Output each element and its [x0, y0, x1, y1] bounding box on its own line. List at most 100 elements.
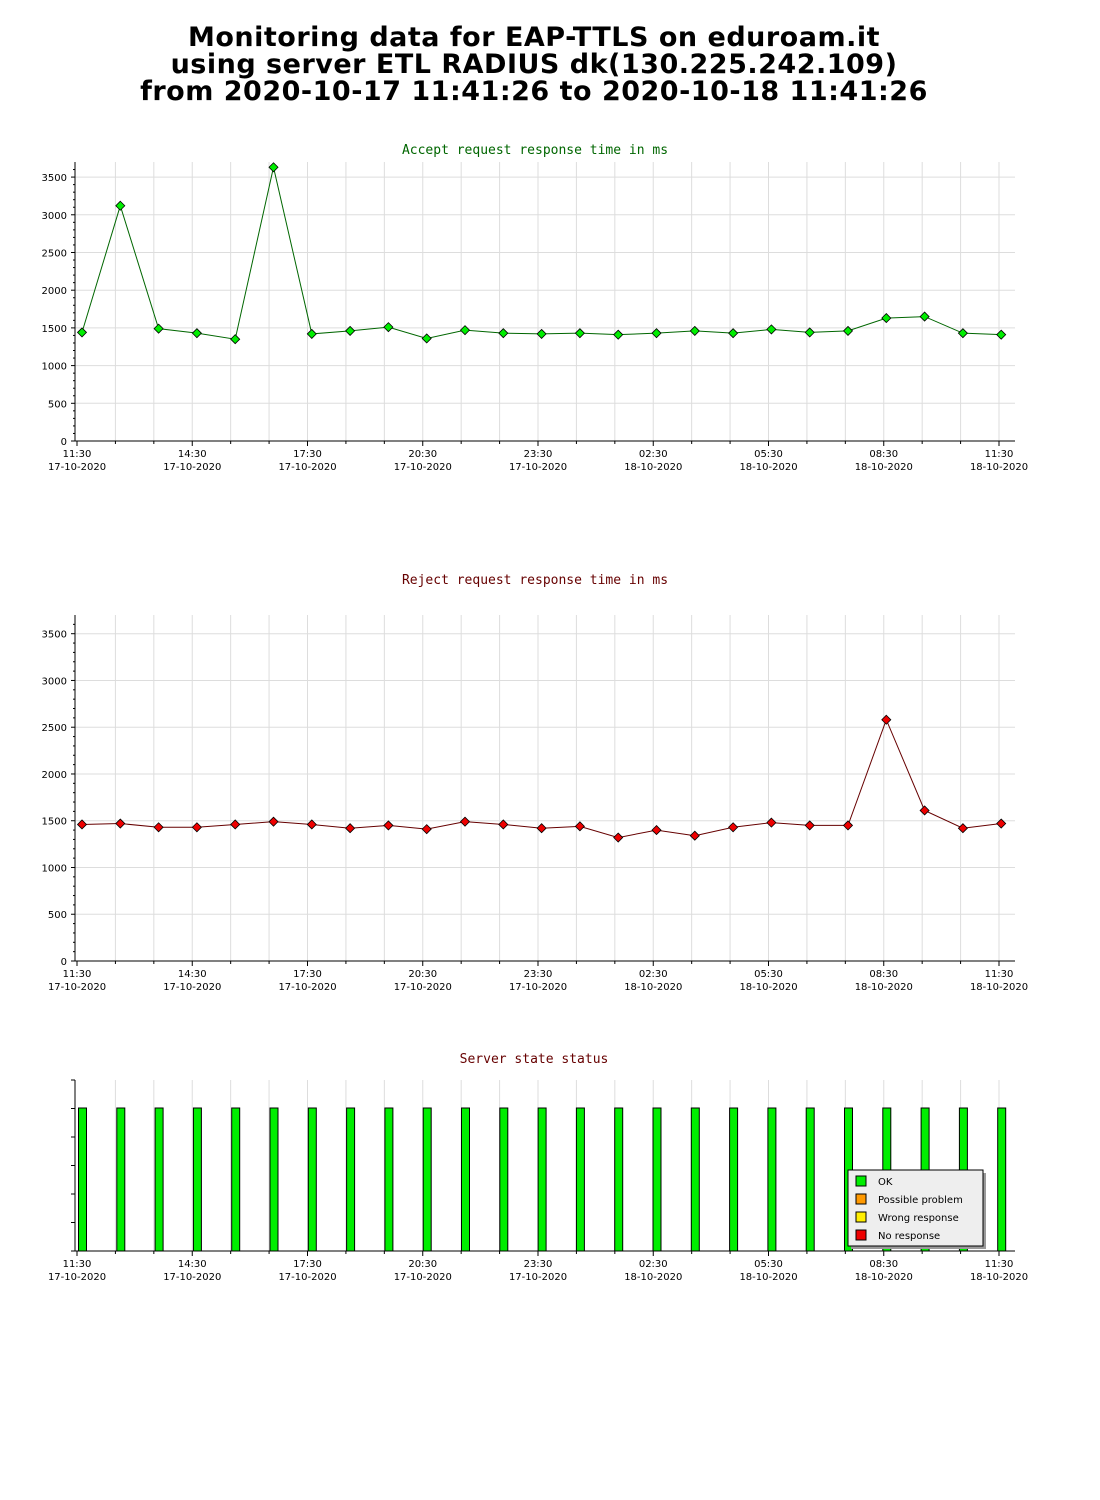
status-bar: [192, 1107, 202, 1252]
data-point: [957, 328, 968, 339]
data-point: [689, 325, 700, 336]
data-point: [268, 816, 279, 827]
y-tick-label: 1000: [42, 863, 67, 874]
data-point: [881, 714, 892, 725]
data-point: [651, 328, 662, 339]
reject-response-chart: Reject request response time in ms 0 500 10…: [42, 573, 1029, 993]
status-bar: [78, 1107, 87, 1252]
y-tick-label: 2000: [42, 770, 67, 781]
x-tick-label-time: 05:30: [754, 969, 783, 980]
data-point: [306, 819, 317, 830]
y-tick-label: 500: [48, 399, 67, 410]
data-point: [996, 818, 1007, 829]
status-bar: [729, 1107, 739, 1252]
data-point: [345, 325, 356, 336]
x-tick-label-time: 11:30: [985, 969, 1014, 980]
x-tick-label-time: 14:30: [178, 969, 207, 980]
x-tick-label-date: 18-10-2020: [739, 982, 797, 993]
legend-swatch: [855, 1175, 867, 1187]
data-point: [651, 825, 662, 836]
x-tick-label-date: 17-10-2020: [163, 982, 221, 993]
data-point: [498, 328, 509, 339]
y-tick-label: 2500: [42, 723, 67, 734]
x-tick-label-time: 11:30: [985, 449, 1014, 460]
title-line-2: using server ETL RADIUS dk(130.225.242.1…: [170, 49, 898, 80]
x-tick-label-date: 18-10-2020: [739, 462, 797, 473]
y-tick-label: 1500: [42, 324, 67, 335]
x-tick-label-date: 17-10-2020: [278, 1272, 336, 1283]
status-bar: [537, 1107, 547, 1252]
data-point: [613, 832, 624, 843]
x-tick-label-date: 17-10-2020: [48, 982, 106, 993]
data-point: [919, 311, 930, 322]
legend-label: Wrong response: [878, 1213, 959, 1224]
x-tick-label-date: 18-10-2020: [739, 1272, 797, 1283]
x-tick-label-time: 11:30: [985, 1259, 1014, 1270]
x-tick-label-time: 23:30: [524, 449, 553, 460]
x-tick-label-time: 14:30: [178, 449, 207, 460]
data-point: [191, 822, 202, 833]
x-tick-label-date: 18-10-2020: [855, 462, 913, 473]
server-status-chart: Server state status 11:30 17-10-2020 14:30 1…: [48, 1052, 1028, 1283]
x-tick-label-date: 17-10-2020: [509, 462, 567, 473]
x-tick-label-date: 18-10-2020: [970, 982, 1028, 993]
status-bar: [652, 1107, 662, 1252]
chart-title: Reject request response time in ms: [402, 573, 668, 588]
data-point: [613, 329, 624, 340]
x-tick-label-time: 23:30: [524, 1259, 553, 1270]
x-tick-label-time: 20:30: [408, 449, 437, 460]
data-point: [574, 328, 585, 339]
title-line-3: from 2020-10-17 11:41:26 to 2020-10-18 1…: [140, 76, 928, 107]
y-tick-label: 500: [48, 910, 67, 921]
x-tick-label-time: 08:30: [869, 1259, 898, 1270]
status-bar: [614, 1107, 624, 1252]
status-bar: [805, 1107, 815, 1252]
status-bar: [307, 1107, 317, 1252]
accept-response-chart: Accept request response time in ms 0 500 10…: [42, 143, 1029, 473]
x-tick-label-time: 02:30: [639, 969, 668, 980]
legend-box: [847, 1169, 984, 1247]
series-line: [81, 718, 1002, 839]
data-point: [230, 819, 241, 830]
x-tick-label-time: 20:30: [408, 1259, 437, 1270]
data-point: [996, 329, 1007, 340]
data-point: [115, 818, 126, 829]
x-tick-label-time: 23:30: [524, 969, 553, 980]
data-point: [459, 816, 471, 827]
y-tick-label: 3000: [42, 676, 67, 687]
x-tick-label-time: 11:30: [63, 969, 92, 980]
data-point: [689, 830, 700, 841]
legend-label: Possible problem: [878, 1195, 963, 1206]
x-tick-label-date: 18-10-2020: [624, 1272, 682, 1283]
status-bar: [422, 1107, 432, 1252]
data-point: [728, 822, 739, 833]
data-point: [421, 333, 432, 344]
status-bar: [269, 1107, 279, 1252]
chart-title: Server state status: [460, 1052, 609, 1067]
x-tick-label-date: 17-10-2020: [163, 1272, 221, 1283]
x-tick-label-date: 18-10-2020: [970, 462, 1028, 473]
x-tick-label-date: 17-10-2020: [48, 1272, 106, 1283]
data-point: [766, 324, 777, 335]
legend-swatch: [855, 1211, 867, 1223]
x-tick-label-time: 08:30: [869, 449, 898, 460]
data-point: [421, 824, 432, 835]
data-point: [268, 162, 279, 173]
x-tick-label-date: 17-10-2020: [48, 462, 106, 473]
data-point: [345, 823, 356, 834]
data-point: [76, 327, 88, 338]
data-point: [191, 328, 202, 339]
x-tick-label-time: 17:30: [293, 449, 322, 460]
data-point: [115, 200, 126, 211]
y-tick-label: 1000: [42, 362, 67, 373]
data-point: [153, 323, 164, 334]
x-tick-label-time: 08:30: [869, 969, 898, 980]
x-tick-label-date: 17-10-2020: [394, 1272, 452, 1283]
x-tick-label-date: 18-10-2020: [970, 1272, 1028, 1283]
data-point: [804, 327, 815, 338]
x-tick-label-time: 05:30: [754, 449, 783, 460]
data-point: [842, 325, 854, 336]
y-tick-label: 3500: [42, 173, 67, 184]
data-point: [536, 823, 547, 834]
x-tick-label-date: 17-10-2020: [278, 462, 336, 473]
